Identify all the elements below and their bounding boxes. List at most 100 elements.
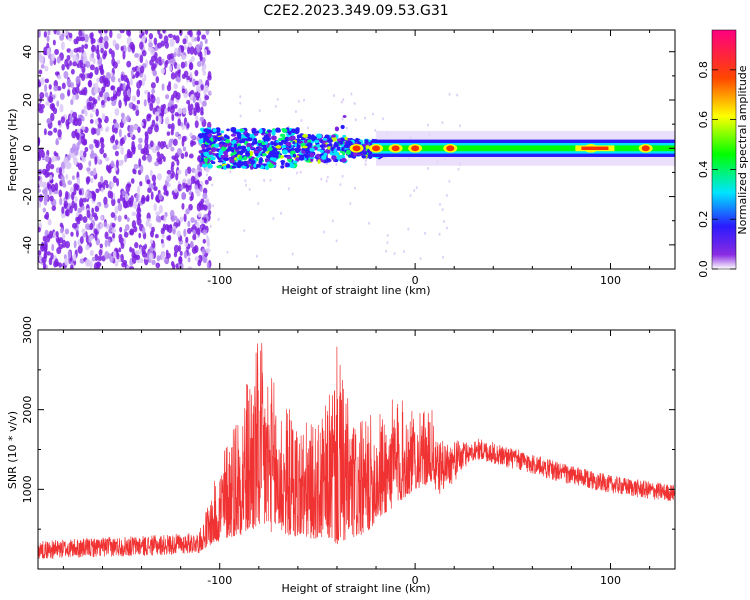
noise-blob xyxy=(74,147,79,156)
noise-blob xyxy=(114,139,119,146)
noise-blob xyxy=(205,248,211,254)
turbulence-blob xyxy=(301,150,306,154)
noise-blob xyxy=(87,73,91,79)
noise-blob xyxy=(183,228,187,237)
noise-blob xyxy=(193,245,199,254)
noise-blob xyxy=(134,53,140,58)
noise-blob xyxy=(97,123,102,129)
turbulence-blob xyxy=(239,128,244,132)
noise-blob xyxy=(97,95,101,101)
noise-blob xyxy=(151,88,156,94)
noise-blob xyxy=(53,150,57,157)
noise-blob xyxy=(200,198,205,204)
turbulence-blob xyxy=(331,134,337,138)
turbulence-blob xyxy=(218,143,223,148)
noise-blob xyxy=(128,197,132,205)
noise-blob xyxy=(94,233,98,241)
noise-blob xyxy=(144,133,149,141)
noise-blob xyxy=(186,122,190,129)
noise-blob xyxy=(172,263,176,269)
noise-dot xyxy=(409,194,412,198)
noise-blob xyxy=(192,78,196,88)
noise-dot xyxy=(441,208,444,212)
noise-blob xyxy=(94,119,99,125)
turbulence-blob xyxy=(218,150,223,156)
turbulence-blob xyxy=(327,138,333,144)
noise-blob xyxy=(176,63,181,71)
noise-blob xyxy=(173,61,178,69)
noise-blob xyxy=(190,89,195,95)
noise-blob xyxy=(176,159,180,166)
noise-blob xyxy=(130,178,135,184)
turbulence-blob xyxy=(281,128,288,133)
noise-blob xyxy=(152,180,156,187)
noise-blob xyxy=(189,71,193,79)
turbulence-blob xyxy=(292,160,298,164)
noise-dot xyxy=(364,116,367,120)
noise-blob xyxy=(82,233,87,238)
noise-blob xyxy=(122,50,126,60)
noise-blob xyxy=(61,206,65,214)
noise-blob xyxy=(45,235,51,243)
turbulence-blob xyxy=(210,147,217,153)
turbulence-blob xyxy=(202,149,207,152)
noise-blob xyxy=(181,73,187,80)
noise-blob xyxy=(61,82,66,90)
noise-blob xyxy=(179,107,183,114)
noise-blob xyxy=(155,96,161,105)
noise-blob xyxy=(112,175,117,184)
turbulence-blob xyxy=(238,155,243,161)
noise-blob xyxy=(108,225,112,234)
noise-dot xyxy=(368,221,371,225)
noise-blob xyxy=(155,262,161,269)
noise-dot xyxy=(256,254,259,258)
noise-blob xyxy=(103,196,108,205)
noise-dot xyxy=(374,128,377,132)
turbulence-blob xyxy=(232,139,237,144)
noise-blob xyxy=(63,200,69,208)
noise-dot xyxy=(331,219,334,223)
noise-blob xyxy=(154,161,160,167)
noise-blob xyxy=(139,180,143,187)
noise-blob xyxy=(42,262,47,269)
noise-blob xyxy=(132,146,136,155)
turbulence-blob xyxy=(225,164,231,169)
turbulence-blob xyxy=(230,129,236,133)
turbulence-blob xyxy=(203,128,209,133)
turbulence-blob xyxy=(324,148,331,154)
noise-blob xyxy=(201,34,207,40)
noise-blob xyxy=(127,88,131,97)
noise-blob xyxy=(169,38,175,47)
noise-blob xyxy=(59,167,62,175)
noise-blob xyxy=(127,183,132,188)
noise-blob xyxy=(85,234,89,244)
noise-blob xyxy=(148,252,154,261)
turbulence-blob xyxy=(322,137,328,141)
noise-blob xyxy=(180,61,186,69)
turbulence-blob xyxy=(313,139,320,144)
noise-dot xyxy=(335,239,338,243)
noise-blob xyxy=(39,55,44,64)
noise-blob xyxy=(185,208,190,215)
noise-blob xyxy=(103,221,108,228)
noise-blob xyxy=(85,258,91,267)
noise-blob xyxy=(134,242,139,249)
noise-dot xyxy=(457,167,460,171)
noise-blob xyxy=(87,191,93,200)
colorbar-tick-label: 0.6 xyxy=(697,111,710,129)
y-tick-label: 2000 xyxy=(21,396,34,424)
turbulence-blob xyxy=(267,163,274,169)
snr-panel: -100 0 100 1000 2000 3000 Height of straight… xyxy=(6,316,676,595)
noise-blob xyxy=(129,77,133,86)
noise-blob xyxy=(81,156,86,163)
noise-dot xyxy=(244,179,247,183)
noise-blob xyxy=(115,159,119,169)
noise-blob xyxy=(200,84,204,91)
noise-blob xyxy=(152,69,158,77)
turbulence-blob xyxy=(220,130,225,134)
noise-blob xyxy=(167,33,173,39)
noise-blob xyxy=(158,56,162,62)
noise-blob xyxy=(103,30,108,34)
noise-blob xyxy=(137,126,141,133)
turbulence-blob xyxy=(327,146,331,150)
